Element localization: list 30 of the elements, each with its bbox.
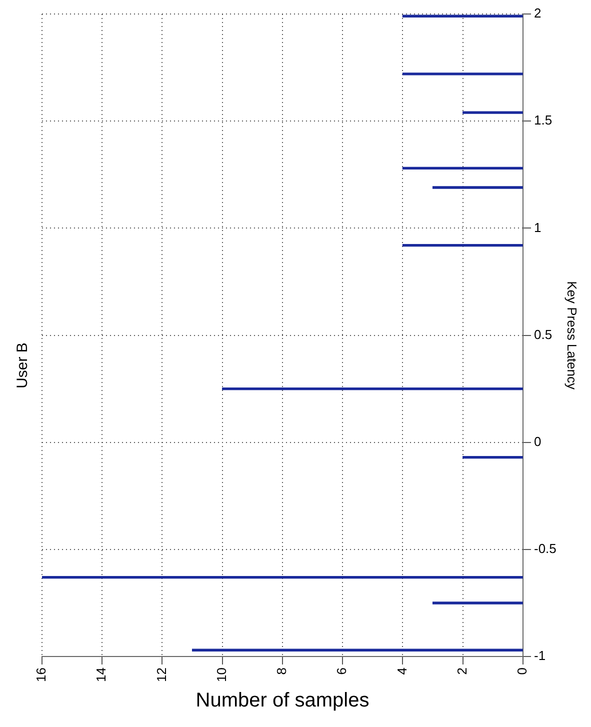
bar <box>432 602 523 604</box>
y-tick-label: -0.5 <box>534 541 556 556</box>
x-tick-label: 14 <box>94 668 109 682</box>
y-tick-label: 2 <box>534 6 542 21</box>
x-tick-label: 10 <box>214 668 229 682</box>
bar <box>402 14 523 18</box>
bar <box>192 648 523 652</box>
bar <box>462 111 523 114</box>
y-tick-label: 1 <box>534 220 542 235</box>
x-tick-label: 6 <box>334 668 350 675</box>
y-tick-label: 0.5 <box>534 326 552 342</box>
bar <box>42 576 523 579</box>
y-tick-label: -1 <box>534 648 546 664</box>
x-tick-label: 2 <box>454 668 470 675</box>
bar <box>432 186 523 189</box>
text: User B <box>14 342 32 388</box>
bar <box>402 72 523 76</box>
bar <box>462 456 523 459</box>
bar <box>402 244 523 247</box>
x-tick-label: 12 <box>154 668 169 682</box>
x-tick-label: 0 <box>514 668 530 675</box>
y-tick-label: 0 <box>534 434 542 449</box>
x-tick-label: 8 <box>274 668 290 675</box>
x-tick-label: 16 <box>34 668 49 682</box>
bar <box>222 387 523 390</box>
y-tick-label: 1.5 <box>534 112 552 128</box>
bar <box>402 166 523 170</box>
x-tick-label: 4 <box>394 668 410 675</box>
x-axis-title: Number of samples <box>196 690 370 712</box>
y-axis-title: Key Press Latency <box>564 281 580 390</box>
